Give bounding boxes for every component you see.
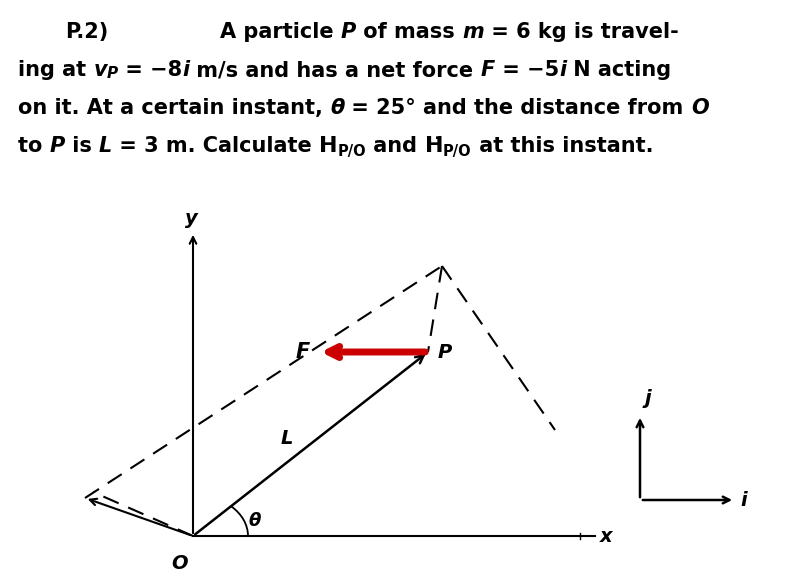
Text: is: is — [65, 136, 99, 156]
Text: P: P — [107, 66, 118, 81]
Text: at this instant.: at this instant. — [472, 136, 653, 156]
Text: O: O — [691, 98, 709, 118]
Text: = 6 kg is travel-: = 6 kg is travel- — [484, 22, 678, 42]
Text: m/s and has a net force: m/s and has a net force — [189, 60, 481, 80]
Text: L: L — [280, 429, 292, 449]
Text: i: i — [740, 490, 747, 509]
Text: j: j — [645, 389, 652, 408]
Text: A particle: A particle — [220, 22, 341, 42]
Text: of mass: of mass — [356, 22, 462, 42]
Text: P: P — [50, 136, 65, 156]
Text: P/O: P/O — [338, 144, 366, 159]
Text: m: m — [462, 22, 484, 42]
Text: F: F — [481, 60, 495, 80]
Text: on it. At a certain instant,: on it. At a certain instant, — [18, 98, 330, 118]
Text: y: y — [185, 209, 197, 228]
Text: P: P — [438, 342, 452, 362]
Text: i: i — [560, 60, 567, 80]
Text: N acting: N acting — [567, 60, 671, 80]
Text: = 3 m. Calculate: = 3 m. Calculate — [112, 136, 319, 156]
Text: to: to — [18, 136, 50, 156]
Text: = −5: = −5 — [495, 60, 560, 80]
Text: H: H — [319, 136, 338, 156]
Text: Ḣ: Ḣ — [424, 136, 443, 156]
Text: = 25° and the distance from: = 25° and the distance from — [344, 98, 691, 118]
Text: θ: θ — [248, 512, 261, 530]
Text: i: i — [182, 60, 189, 80]
Text: θ: θ — [330, 98, 344, 118]
Text: O: O — [171, 554, 188, 573]
Text: F: F — [296, 342, 310, 362]
Text: and: and — [366, 136, 424, 156]
Text: P/O: P/O — [443, 144, 472, 159]
Text: x: x — [600, 526, 612, 546]
Text: P: P — [341, 22, 356, 42]
Text: ing at: ing at — [18, 60, 94, 80]
Text: v: v — [94, 60, 107, 80]
Text: = −8: = −8 — [118, 60, 182, 80]
Text: P.2): P.2) — [65, 22, 108, 42]
Text: L: L — [99, 136, 112, 156]
